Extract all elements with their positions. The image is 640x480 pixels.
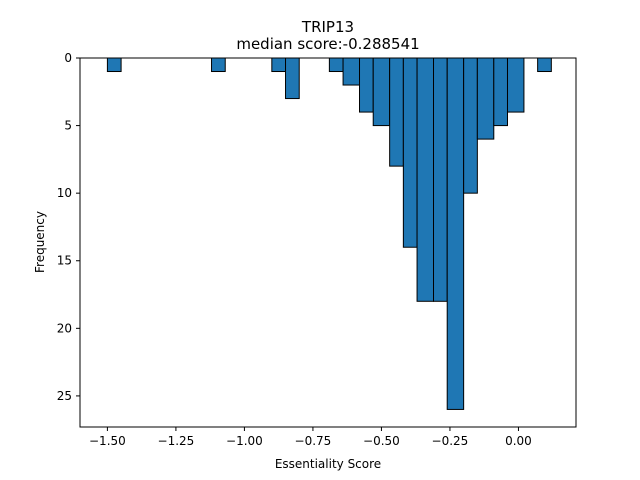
y-tick-label: 0 — [64, 51, 72, 65]
x-tick-label: −1.25 — [158, 434, 195, 448]
bars-group — [106, 57, 552, 410]
histogram-bar — [433, 57, 448, 302]
y-axis-label: Frequency — [33, 211, 47, 273]
histogram-bar — [493, 57, 508, 127]
x-tick-label: −0.25 — [432, 434, 469, 448]
histogram-bar — [359, 57, 374, 113]
histogram-bar — [537, 57, 552, 73]
histogram-bar — [416, 57, 435, 302]
y-tick-label: 5 — [64, 119, 72, 133]
histogram-bar — [446, 57, 465, 410]
y-tick-label: 25 — [57, 389, 72, 403]
x-tick-label: −0.50 — [363, 434, 400, 448]
y-ticks-group: 0 5 10 15 20 25 — [57, 51, 80, 403]
y-tick-label: 10 — [57, 186, 72, 200]
histogram-bar — [506, 57, 525, 113]
y-tick-label: 15 — [57, 254, 72, 268]
x-axis-label: Essentiality Score — [275, 457, 381, 471]
histogram-bar — [402, 57, 418, 248]
histogram-bar — [372, 57, 391, 127]
histogram-bar — [211, 57, 226, 73]
chart-title: TRIP13 — [301, 18, 354, 36]
histogram-bar — [389, 57, 404, 167]
histogram-bar — [463, 57, 478, 194]
histogram-bar — [271, 57, 287, 73]
histogram-bar — [342, 57, 361, 86]
x-tick-label: −1.50 — [89, 434, 126, 448]
histogram-bar — [476, 57, 495, 140]
plot-frame — [79, 57, 577, 428]
histogram-bar — [285, 57, 300, 100]
histogram-bar — [106, 57, 122, 73]
chart-subtitle: median score:-0.288541 — [236, 35, 419, 53]
x-tick-label: −1.00 — [226, 434, 263, 448]
x-tick-label: 0.00 — [505, 434, 532, 448]
x-tick-label: −0.75 — [295, 434, 332, 448]
histogram-bar — [328, 57, 344, 73]
y-tick-label: 20 — [57, 321, 72, 335]
x-ticks-group: −1.50 −1.25 −1.00 −0.75 −0.50 −0.25 0.00 — [89, 427, 532, 448]
